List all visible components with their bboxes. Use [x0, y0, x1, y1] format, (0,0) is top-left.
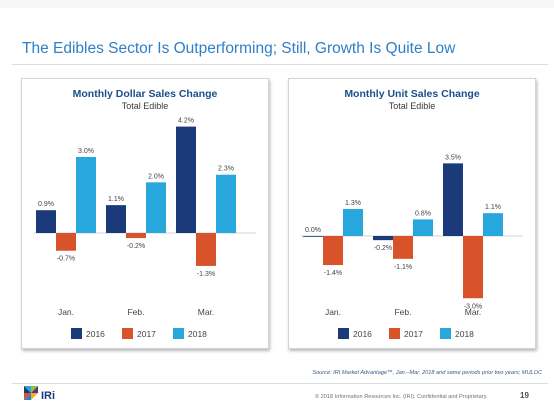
data-label: -3.0% [464, 303, 482, 310]
legend-label: 2018 [188, 329, 207, 339]
bar-2016-mar [443, 163, 463, 236]
data-label: -1.4% [324, 270, 342, 277]
bar-2018-jan [76, 157, 96, 233]
page-number: 19 [520, 391, 529, 400]
unit-sales-chart-panel: Monthly Unit Sales Change Total Edible 0.0… [288, 78, 536, 349]
bar-2016-mar [176, 126, 196, 233]
category-label: Feb. [127, 307, 144, 317]
data-label: 3.0% [78, 148, 94, 155]
bar-2018-mar [483, 213, 503, 236]
legend-swatch-2017 [122, 328, 133, 339]
data-label: -1.1% [394, 264, 412, 271]
category-label: Feb. [394, 307, 411, 317]
data-label: -0.2% [374, 245, 392, 252]
page-title: The Edibles Sector Is Outperforming; Sti… [22, 40, 456, 57]
bar-2016-feb [106, 205, 126, 233]
bar-2017-jan [56, 233, 76, 251]
bar-2017-feb [393, 236, 413, 259]
title-divider [12, 64, 548, 65]
bar-2016-feb [373, 236, 393, 241]
bar-2016-jan [36, 210, 56, 233]
data-label: 0.8% [415, 210, 431, 217]
iri-logo: IRi [24, 386, 55, 402]
data-label: -0.2% [127, 243, 145, 250]
legend-swatch-2016 [338, 328, 349, 339]
category-label: Jan. [58, 307, 74, 317]
data-label: 4.2% [178, 118, 194, 125]
bar-2016-jan [303, 236, 323, 237]
data-label: -0.7% [57, 256, 75, 263]
data-label: 2.0% [148, 173, 164, 180]
chart-subtitle: Total Edible [389, 101, 436, 111]
legend-swatch-2016 [71, 328, 82, 339]
category-label: Mar. [198, 307, 215, 317]
bar-2017-mar [463, 236, 483, 299]
legend-label: 2017 [137, 329, 156, 339]
bar-2018-jan [343, 209, 363, 236]
legend-swatch-2018 [173, 328, 184, 339]
data-label: 0.9% [38, 201, 54, 208]
legend-label: 2018 [455, 329, 474, 339]
data-label: 3.5% [445, 154, 461, 161]
data-label: 0.0% [305, 227, 321, 234]
legend-label: 2016 [86, 329, 105, 339]
data-label: -1.3% [197, 271, 215, 278]
bar-2017-feb [126, 233, 146, 239]
svg-text:IRi: IRi [41, 390, 55, 402]
source-note: Source: IRI Market Advantage™, Jan.–Mar.… [312, 370, 542, 376]
data-label: 2.3% [218, 166, 234, 173]
copyright-text: © 2018 Information Resources Inc. (IRI).… [315, 394, 488, 400]
footer-divider [12, 383, 548, 384]
bar-2018-feb [146, 182, 166, 233]
chart-subtitle: Total Edible [122, 101, 169, 111]
data-label: 1.1% [485, 204, 501, 211]
bar-2018-mar [216, 174, 236, 233]
data-label: 1.1% [108, 196, 124, 203]
chart-title: Monthly Dollar Sales Change [73, 88, 218, 100]
category-label: Jan. [325, 307, 341, 317]
category-label: Mar. [465, 307, 482, 317]
top-strip [0, 0, 554, 8]
legend-swatch-2017 [389, 328, 400, 339]
bar-2017-jan [323, 236, 343, 266]
dollar-sales-chart-panel: Monthly Dollar Sales Change Total Edible 0… [21, 78, 269, 349]
chart-title: Monthly Unit Sales Change [344, 88, 480, 100]
data-label: 1.3% [345, 200, 361, 207]
legend-label: 2017 [404, 329, 423, 339]
legend-label: 2016 [353, 329, 372, 339]
legend-swatch-2018 [440, 328, 451, 339]
bar-2017-mar [196, 233, 216, 266]
bar-2018-feb [413, 219, 433, 236]
